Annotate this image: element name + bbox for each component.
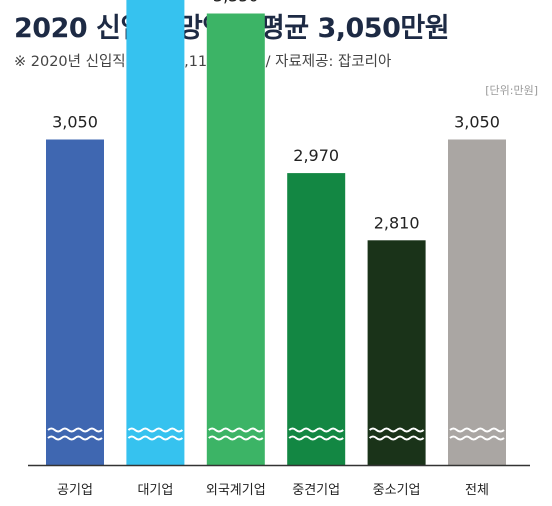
axis-break-wave	[368, 435, 425, 441]
axis-break-wave	[368, 427, 425, 433]
bar-2	[206, 13, 265, 465]
value-label: 3,050	[52, 113, 98, 132]
category-label: 중견기업	[292, 483, 340, 498]
axis-break-wave	[47, 435, 103, 441]
bar-5	[448, 139, 506, 465]
bar-4	[367, 240, 426, 465]
category-label: 외국계기업	[206, 483, 266, 498]
axis-break-wave	[127, 435, 184, 441]
axis-break-wave	[47, 427, 103, 433]
category-label: 중소기업	[373, 483, 421, 498]
axis-break-wave	[449, 427, 505, 433]
value-label: 3,350	[213, 0, 259, 6]
category-label: 대기업	[137, 483, 173, 498]
bar-3	[287, 173, 346, 465]
axis-break-wave	[208, 427, 264, 433]
value-label: 3,050	[454, 113, 500, 132]
axis-break-wave	[127, 427, 184, 433]
category-label: 전체	[465, 483, 489, 498]
axis-break-wave	[449, 435, 505, 441]
bar-1	[126, 0, 185, 466]
unit-label: [단위:만원]	[485, 84, 538, 97]
axis-break-wave	[288, 435, 344, 441]
bar-0	[46, 139, 104, 465]
value-label: 2,970	[293, 146, 339, 165]
chart-subtitle: ※ 2020년 신입직 구직자 3,114명 조사 / 자료제공: 잡코리아	[14, 54, 392, 70]
value-label: 2,810	[374, 213, 420, 232]
category-label: 공기업	[57, 483, 93, 498]
axis-break-wave	[288, 427, 344, 433]
axis-break-wave	[208, 435, 264, 441]
